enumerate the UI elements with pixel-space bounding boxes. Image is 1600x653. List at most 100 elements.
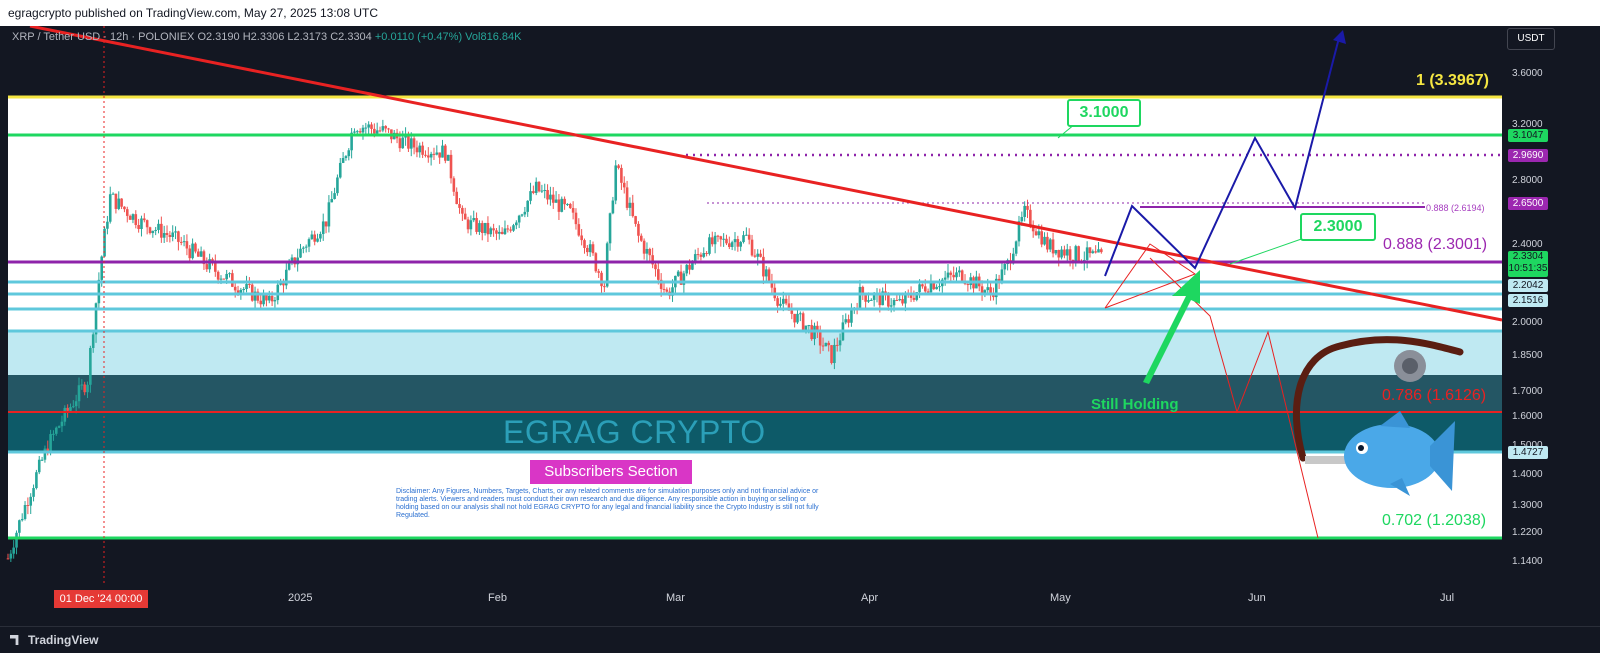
downtrend-line [29,26,1503,322]
price-label-green: 3.1047 [1508,129,1548,142]
candle-body [838,340,842,346]
candle-body [140,218,143,230]
candle-body [43,448,47,460]
candle-body [881,291,884,306]
candle-body [750,239,754,256]
price-tick: 1.6000 [1512,411,1543,422]
target-box-3100: 3.1000 [1067,99,1141,127]
candle-body [580,235,583,241]
candle-body [1034,231,1038,236]
candle-body [563,198,566,205]
candle-body [878,292,882,306]
candle-body [728,243,731,247]
candle-body [77,385,81,402]
candle-body [225,273,228,280]
candle-body [901,299,904,304]
candle-body [466,219,470,230]
price-label-purple: 2.9690 [1508,149,1548,162]
candle-body [52,433,55,435]
candle-body [739,242,742,247]
candle-body [605,243,609,287]
chart-area[interactable]: XRP / Tether USD · 12h · POLONIEX O2.319… [0,26,1600,626]
current-price-label: 2.3304 10:51:35 [1508,251,1548,277]
candle-body [543,189,547,191]
candle-body [80,384,84,386]
candle-body [867,300,870,302]
candle-body [426,155,430,158]
fib-888-label: 0.888 (2.3001) [1383,236,1488,253]
candle-body [980,286,984,294]
candle-body [926,291,930,293]
candle-body [710,237,714,245]
candle-body [214,262,217,272]
time-tick: Feb [488,592,507,604]
candle-body [918,284,921,293]
candle-body [171,232,175,237]
candle-body [401,137,405,149]
fib-786-label: 0.786 (1.6126) [1382,387,1487,404]
candle-body [1003,263,1007,270]
candle-body [1057,250,1061,258]
price-chart[interactable] [0,26,1600,626]
candle-body [174,231,177,233]
candle-body [938,286,941,288]
candle-body [943,277,947,280]
candle-body [313,234,317,242]
candle-body [696,254,700,256]
candle-body [455,191,458,205]
candle-body [705,253,708,255]
bar-countdown: 10:51:35 [1508,263,1548,274]
price-tick: 3.6000 [1512,68,1543,79]
candle-body [157,223,160,230]
candle-body [162,233,166,238]
candle-body [597,271,600,273]
candle-body [469,220,473,230]
candle-body [37,459,41,473]
candle-body [577,224,581,236]
candle-body [654,264,657,270]
candle-body [807,325,811,327]
candle-body [776,298,779,306]
candle-body [128,215,132,220]
candle-body [253,291,257,301]
subscribers-section-banner: Subscribers Section [530,460,692,484]
candles [6,119,1103,562]
candle-body [458,204,461,208]
candle-body [529,191,532,201]
candle-body [688,264,691,270]
candle-body [500,231,504,235]
candle-body [1060,249,1063,258]
candle-body [665,289,669,292]
candle-body [742,235,745,243]
candle-body [657,269,660,280]
candle-body [781,298,785,304]
still-holding-label: Still Holding [1091,396,1179,413]
candle-body [994,278,998,298]
candle-body [438,152,441,158]
currency-button[interactable]: USDT [1507,28,1555,50]
symbol-pair[interactable]: XRP / Tether USD · 12h · POLONIEX [12,31,195,43]
candle-body [452,178,456,192]
candle-body [1026,205,1029,210]
candle-body [26,505,30,507]
candle-body [756,253,760,257]
candle-body [347,150,351,157]
candle-body [333,193,336,199]
candle-body [864,295,867,302]
candle-body [432,153,436,155]
candle-body [123,206,126,210]
candle-body [40,459,44,461]
candle-body [1017,221,1021,242]
candle-body [517,215,521,223]
candle-body [480,223,484,234]
candle-body [614,165,618,201]
candle-body [1100,249,1103,253]
candle-body [418,145,422,153]
candle-body [540,190,544,192]
candle-body [304,246,308,248]
candle-body [691,262,694,270]
candle-body [378,130,382,132]
candle-body [387,128,390,130]
candle-body [256,291,260,301]
tradingview-logo[interactable]: TradingView [10,627,98,653]
